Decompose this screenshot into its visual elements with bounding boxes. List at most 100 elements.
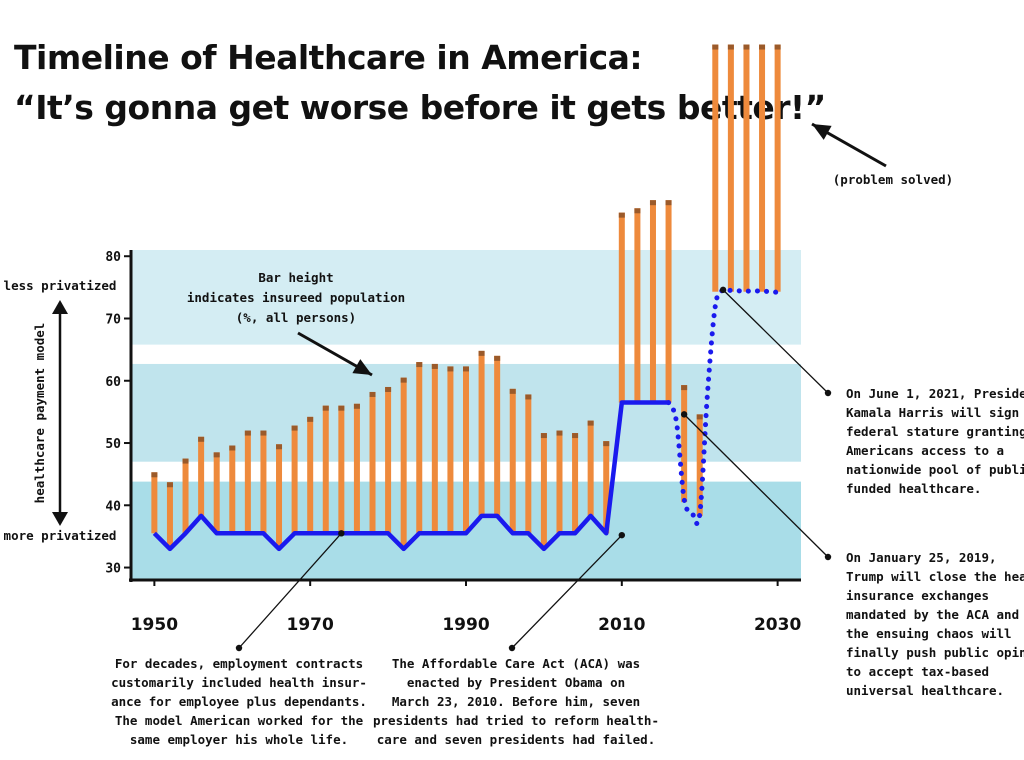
bar-cap-1974 <box>338 405 345 411</box>
bar-1958 <box>213 452 220 534</box>
x-tick-label-1970: 1970 <box>287 615 334 635</box>
bar-cap-2018 <box>681 385 688 391</box>
bar-1960 <box>229 445 236 534</box>
trump-annotation-line-3: mandated by the ACA and <box>846 607 1019 622</box>
bar-cap-1992 <box>478 350 485 356</box>
bar-2030 <box>774 44 781 292</box>
harris-annotation-line-0: On June 1, 2021, President <box>846 386 1024 401</box>
aca-annotation-line-2: March 23, 2010. Before him, seven <box>392 694 640 709</box>
bar-1964 <box>260 430 267 534</box>
bar-cap-1952 <box>166 482 173 488</box>
employment-leader-end-dot <box>235 644 243 652</box>
bar-1982 <box>400 377 407 549</box>
bar-2022 <box>712 44 719 292</box>
bar-cap-2014 <box>649 200 656 206</box>
harris-leader-dot <box>719 286 727 294</box>
bar-2012 <box>634 208 641 403</box>
bar-1952 <box>166 482 173 549</box>
bar-cap-1982 <box>400 377 407 383</box>
bar-cap-2020 <box>696 414 703 420</box>
bar-2020 <box>696 414 703 516</box>
bar-cap-1998 <box>525 394 532 400</box>
bar-cap-2002 <box>556 430 563 436</box>
bar-cap-1994 <box>494 355 501 361</box>
bar-1950 <box>151 472 158 534</box>
employment-annotation-line-1: customarily included health insur- <box>111 675 367 690</box>
bar-height-annotation-line-2: (%, all persons) <box>236 310 356 325</box>
bar-cap-1964 <box>260 430 267 436</box>
bar-2008 <box>603 441 610 534</box>
harris-annotation-line-1: Kamala Harris will sign a <box>846 405 1024 420</box>
bar-2002 <box>556 430 563 534</box>
bar-1954 <box>182 458 189 534</box>
bar-height-annotation-line-1: indicates insureed population <box>187 290 405 305</box>
bar-1988 <box>447 366 454 534</box>
bar-cap-2030 <box>774 44 781 50</box>
bar-cap-2022 <box>712 44 719 50</box>
bar-cap-1968 <box>291 425 298 431</box>
bar-2004 <box>572 433 579 534</box>
bar-cap-1986 <box>431 363 438 369</box>
aca-annotation-line-0: The Affordable Care Act (ACA) was <box>392 656 640 671</box>
bar-1956 <box>198 436 205 516</box>
trump-annotation-line-5: finally push public opinion <box>846 645 1024 660</box>
bar-cap-2026 <box>743 44 750 50</box>
employment-annotation-line-2: ance for employee plus dependants. <box>111 694 367 709</box>
bar-1968 <box>291 425 298 534</box>
employment-annotation-line-0: For decades, employment contracts <box>115 656 363 671</box>
x-tick-label-1950: 1950 <box>131 615 178 635</box>
aca-annotation-line-3: presidents had tried to reform health- <box>373 713 659 728</box>
bar-2016 <box>665 200 672 403</box>
bar-2000 <box>540 433 547 549</box>
trump-annotation-line-1: Trump will close the health <box>846 569 1024 584</box>
bar-1980 <box>385 386 392 534</box>
employment-leader-dot <box>338 530 345 537</box>
bar-cap-2006 <box>587 420 594 426</box>
employment-annotation-line-3: The model American worked for the <box>115 713 364 728</box>
x-tick-label-2010: 2010 <box>598 615 645 635</box>
bar-cap-1966 <box>276 444 283 450</box>
trump-annotation-line-4: the ensuing chaos will <box>846 626 1012 641</box>
harris-annotation-line-4: nationwide pool of publicly <box>846 462 1024 477</box>
x-tick-label-2030: 2030 <box>754 615 801 635</box>
harris-annotation-line-5: funded healthcare. <box>846 481 981 496</box>
bar-cap-1980 <box>385 386 392 392</box>
bar-cap-1956 <box>198 436 205 442</box>
privatization-line-dotted <box>666 286 781 526</box>
privatization-line-solid <box>152 400 669 552</box>
bar-1986 <box>431 363 438 534</box>
x-tick-label-1990: 1990 <box>442 615 489 635</box>
bar-1992 <box>478 350 485 516</box>
chart-title-line-2: “It’s gonna get worse before it gets bet… <box>14 88 826 127</box>
bar-cap-1990 <box>463 366 469 372</box>
bar-cap-2010 <box>618 212 625 218</box>
bar-cap-1954 <box>182 458 189 464</box>
bar-cap-1996 <box>509 388 516 394</box>
y-axis-label: healthcare payment model <box>32 323 47 504</box>
bar-1962 <box>244 430 251 534</box>
background-band-2 <box>131 250 801 345</box>
bar-1970 <box>307 416 314 534</box>
aca-annotation-line-1: enacted by President Obama on <box>407 675 625 690</box>
bar-2026 <box>743 44 750 292</box>
bar-cap-1958 <box>213 452 220 458</box>
employment-annotation-line-4: same employer his whole life. <box>130 732 348 747</box>
bar-cap-2012 <box>634 208 641 214</box>
bar-height-arrow-head <box>352 359 372 375</box>
aca-leader-dot <box>618 531 626 539</box>
bar-1994 <box>494 355 501 516</box>
bar-cap-2016 <box>665 200 672 206</box>
bar-2024 <box>727 44 734 292</box>
y-tick-label-80: 80 <box>105 250 121 265</box>
aca-leader <box>511 534 623 649</box>
bar-cap-1978 <box>369 391 376 397</box>
bar-1990 <box>463 366 469 534</box>
y-tick-label-50: 50 <box>105 437 121 452</box>
bar-1972 <box>322 405 329 534</box>
bar-2014 <box>649 200 656 403</box>
bar-cap-1972 <box>322 405 329 411</box>
bar-1998 <box>525 394 532 534</box>
bar-2010 <box>618 212 625 403</box>
bar-1974 <box>338 405 345 534</box>
